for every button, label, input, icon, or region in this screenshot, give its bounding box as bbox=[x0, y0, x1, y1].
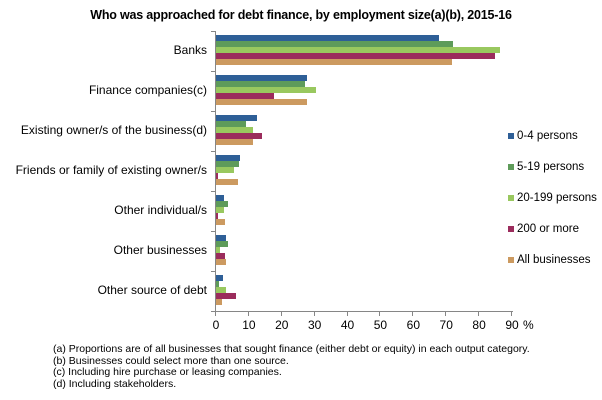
category-label: Existing owner/s of the business(d) bbox=[20, 123, 207, 137]
x-axis-tick bbox=[511, 311, 512, 316]
footnote: (c) Including hire purchase or leasing c… bbox=[53, 366, 282, 378]
footnote: (b) Businesses could select more than on… bbox=[53, 354, 289, 367]
legend-swatch-icon bbox=[508, 132, 514, 139]
footnote: (a) Proportions are of all businesses th… bbox=[53, 343, 530, 355]
bar bbox=[216, 275, 223, 281]
legend-swatch-icon bbox=[508, 225, 514, 232]
y-axis-tick bbox=[211, 271, 216, 272]
bar bbox=[216, 235, 226, 241]
bar bbox=[216, 81, 305, 87]
legend-swatch-icon bbox=[508, 163, 514, 170]
x-axis-tick bbox=[280, 311, 282, 316]
x-axis-tick-label: 10 bbox=[242, 318, 256, 332]
y-axis-tick bbox=[211, 71, 216, 72]
x-axis-tick bbox=[346, 311, 348, 316]
x-axis-tick bbox=[445, 311, 447, 316]
x-axis-tick-label: 30 bbox=[307, 318, 322, 332]
x-axis-tick-label: 90 bbox=[505, 318, 519, 332]
bar bbox=[216, 207, 224, 213]
y-axis-tick bbox=[211, 111, 216, 112]
legend-label: 20-199 persons bbox=[517, 191, 597, 204]
category-label: Other source of debt bbox=[97, 283, 207, 297]
legend-swatch-icon bbox=[508, 256, 514, 263]
bar bbox=[216, 139, 253, 145]
x-axis-unit-label: % bbox=[523, 318, 534, 332]
bar bbox=[216, 121, 246, 127]
y-axis-tick bbox=[211, 231, 216, 232]
bar bbox=[216, 281, 219, 287]
x-axis-tick bbox=[215, 311, 216, 316]
bar bbox=[216, 87, 316, 93]
x-axis-tick bbox=[313, 311, 315, 316]
bar bbox=[216, 59, 452, 65]
x-axis-tick bbox=[247, 311, 249, 316]
x-axis-tick-label: 40 bbox=[340, 318, 355, 332]
bar bbox=[216, 173, 218, 179]
bar bbox=[216, 75, 308, 81]
x-axis-tick-label: 0 bbox=[212, 318, 220, 332]
y-axis-tick bbox=[211, 191, 216, 192]
y-axis-line bbox=[215, 31, 216, 312]
footnote: (d) Including stakeholders. bbox=[53, 377, 177, 390]
legend-label: All businesses bbox=[517, 253, 591, 266]
x-axis-tick-label: 80 bbox=[472, 318, 486, 332]
bar bbox=[216, 35, 439, 41]
bar bbox=[216, 201, 228, 207]
bar bbox=[216, 253, 225, 259]
y-axis-tick bbox=[211, 311, 216, 312]
legend-label: 0-4 persons bbox=[517, 129, 578, 142]
bar bbox=[216, 99, 308, 105]
legend-item: 5-19 persons bbox=[508, 151, 597, 182]
bar bbox=[216, 293, 237, 299]
bar bbox=[216, 155, 240, 161]
legend-item: 200 or more bbox=[508, 213, 597, 244]
bar bbox=[216, 133, 263, 139]
bar bbox=[216, 247, 220, 253]
bar bbox=[216, 115, 258, 121]
bar bbox=[216, 167, 235, 173]
bar bbox=[216, 259, 226, 265]
bar bbox=[216, 161, 240, 167]
bar bbox=[216, 93, 274, 99]
x-axis-tick bbox=[412, 311, 414, 316]
category-label: Other businesses bbox=[113, 243, 207, 257]
x-axis-tick-label: 20 bbox=[275, 318, 289, 332]
legend-swatch-icon bbox=[508, 194, 514, 201]
bar bbox=[216, 241, 228, 247]
x-axis-tick-label: 50 bbox=[373, 318, 388, 332]
x-axis-line bbox=[215, 311, 513, 312]
legend-label: 5-19 persons bbox=[517, 160, 585, 173]
bar bbox=[216, 127, 253, 133]
bar bbox=[216, 213, 218, 219]
legend: 0-4 persons 5-19 persons 20-199 persons 200… bbox=[508, 120, 597, 275]
legend-label: 200 or more bbox=[517, 222, 580, 235]
bar bbox=[216, 195, 224, 201]
footnotes: (a) Proportions are of all businesses th… bbox=[53, 343, 530, 390]
bar bbox=[216, 41, 453, 47]
x-axis-tick-label: 60 bbox=[406, 318, 420, 332]
x-axis-tick bbox=[379, 311, 381, 316]
y-axis-tick bbox=[211, 151, 216, 152]
bar bbox=[216, 219, 225, 225]
category-label: Friends or family of existing owner/s bbox=[15, 163, 207, 177]
category-label: Other individual/s bbox=[114, 203, 207, 217]
bar bbox=[216, 179, 239, 185]
bar bbox=[216, 287, 226, 293]
bar bbox=[216, 47, 500, 53]
legend-item: 0-4 persons bbox=[508, 120, 597, 151]
legend-item: All businesses bbox=[508, 244, 597, 275]
legend-item: 20-199 persons bbox=[508, 182, 597, 213]
bar bbox=[216, 53, 495, 59]
chart-title: Who was approached for debt finance, by … bbox=[90, 8, 512, 22]
x-axis-tick bbox=[478, 311, 480, 316]
x-axis-tick-label: 70 bbox=[439, 318, 453, 332]
category-label: Banks bbox=[173, 43, 207, 57]
bar bbox=[216, 299, 222, 305]
category-label: Finance companies(c) bbox=[88, 83, 207, 97]
y-axis-tick bbox=[211, 31, 216, 32]
